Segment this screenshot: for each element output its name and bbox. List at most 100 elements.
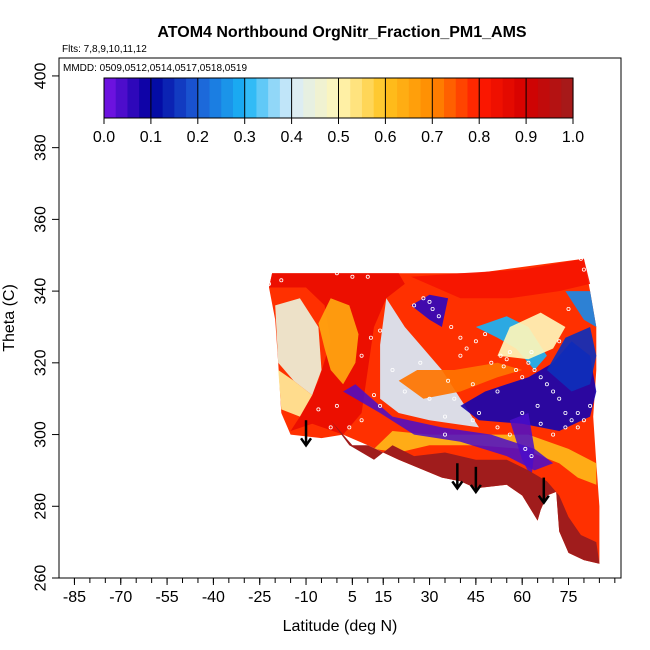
colorbar-swatch	[139, 78, 152, 118]
x-tick-label: 60	[513, 589, 531, 606]
sample-point	[371, 393, 376, 398]
colorbar-tick-label: 0.8	[468, 129, 490, 146]
dates-subtitle: MMDD: 0509,0512,0514,0517,0518,0519	[63, 63, 247, 74]
colorbar-ticks: 0.0 0.1 0.2 0.3 0.4 0.5 0.6 0.7 0.8 0.9 1.0	[93, 78, 584, 146]
field-region-4	[374, 431, 597, 485]
sample-point	[529, 350, 534, 355]
field-region-1	[275, 298, 322, 396]
x-tick-label: -55	[156, 589, 179, 606]
arrows	[300, 420, 550, 505]
sample-point	[538, 375, 543, 380]
colorbar-swatch	[127, 78, 140, 118]
colorbar-swatch	[420, 78, 433, 118]
plot-area: MMDD: 0509,0512,0514,0517,0518,0519	[58, 57, 622, 579]
sample-point	[489, 360, 494, 365]
y-axis-label: Theta (C)	[1, 284, 18, 352]
sample-point	[427, 396, 432, 401]
sample-point	[316, 407, 321, 412]
chart-title: ATOM4 Northbound OrgNitr_Fraction_PM1_AM…	[157, 24, 527, 41]
colorbar-tick-label: 0.6	[374, 129, 396, 146]
sample-point	[464, 346, 469, 351]
colorbar: 0.0 0.1 0.2 0.3 0.4 0.5 0.6 0.7 0.8 0.9 1.0	[93, 77, 584, 146]
sample-point	[575, 410, 580, 415]
sample-point	[427, 299, 432, 304]
sample-point	[588, 403, 593, 408]
colorbar-swatch	[502, 78, 515, 118]
sample-point	[504, 357, 509, 362]
colorbar-swatches	[103, 77, 574, 119]
y-tick-label: 280	[33, 493, 50, 520]
colorbar-tick-label: 0.9	[515, 129, 537, 146]
colorbar-swatch	[479, 78, 492, 118]
sample-point	[483, 332, 488, 337]
sample-point	[297, 267, 302, 272]
colorbar-swatch	[209, 78, 222, 118]
sample-point	[442, 432, 447, 437]
x-tick-label: 5	[348, 589, 357, 606]
sample-point	[365, 274, 370, 279]
colorbar-swatch	[150, 78, 164, 118]
colorbar-swatch	[397, 78, 410, 118]
sample-point	[495, 425, 500, 430]
x-tick-label: -70	[109, 589, 132, 606]
sample-point	[566, 306, 571, 311]
colorbar-swatch	[338, 78, 351, 118]
sample-point	[452, 396, 457, 401]
colorbar-tick-label: 0.3	[234, 129, 256, 146]
y-tick-label: 300	[33, 421, 50, 448]
field-region-10	[565, 291, 597, 327]
sample-point	[350, 274, 355, 279]
sample-point	[523, 446, 528, 451]
colorbar-tick-label: 0.0	[93, 129, 115, 146]
colorbar-swatch	[232, 78, 246, 118]
sample-point	[551, 432, 556, 437]
sample-point	[279, 278, 284, 283]
y-axis: 260 280 300 320 340 360 380 400	[33, 62, 60, 591]
sample-point	[557, 396, 562, 401]
sample-point	[412, 303, 417, 308]
colorbar-swatch	[561, 78, 574, 118]
sample-point	[473, 339, 478, 344]
colorbar-swatch	[526, 78, 539, 118]
sample-point	[501, 364, 506, 369]
colorbar-swatch	[490, 78, 504, 118]
colorbar-swatch	[115, 78, 129, 118]
colorbar-swatch	[104, 78, 117, 118]
sample-point	[470, 382, 475, 387]
sample-point	[328, 425, 333, 430]
sample-point	[569, 418, 574, 423]
colorbar-swatch	[197, 78, 211, 118]
field-region-2	[278, 370, 313, 417]
colorbar-swatch	[537, 78, 551, 118]
y-tick-label: 380	[33, 134, 50, 161]
field-streak-1	[509, 413, 535, 478]
sample-point	[578, 256, 583, 261]
colorbar-swatch	[303, 78, 316, 118]
colorbar-swatch	[373, 78, 386, 118]
sample-point	[458, 335, 463, 340]
y-tick-label: 360	[33, 206, 50, 233]
sample-point	[507, 350, 512, 355]
arrow-0	[300, 420, 313, 448]
sample-point	[575, 425, 580, 430]
colorbar-swatch	[361, 78, 375, 118]
colorbar-swatch	[186, 78, 199, 118]
colorbar-swatch	[408, 78, 422, 118]
sample-point	[551, 389, 556, 394]
arrow-3	[537, 477, 550, 505]
sample-point	[514, 367, 519, 372]
sample-point	[581, 267, 586, 272]
field-region-6	[411, 294, 449, 327]
sample-point	[476, 410, 481, 415]
colorbar-swatch	[455, 78, 469, 118]
x-axis: -85 -70 -55 -40 -25 -10 5 15 30 45 60 75	[63, 577, 616, 606]
colorbar-tick-label: 0.1	[140, 129, 162, 146]
sample-point	[557, 339, 562, 344]
colorbar-swatch	[291, 78, 304, 118]
sample-point	[449, 324, 454, 329]
field-region-11	[398, 362, 523, 399]
flights-subtitle: Flts: 7,8,9,10,11,12	[62, 44, 147, 55]
sample-point	[368, 335, 373, 340]
sample-point	[532, 367, 537, 372]
